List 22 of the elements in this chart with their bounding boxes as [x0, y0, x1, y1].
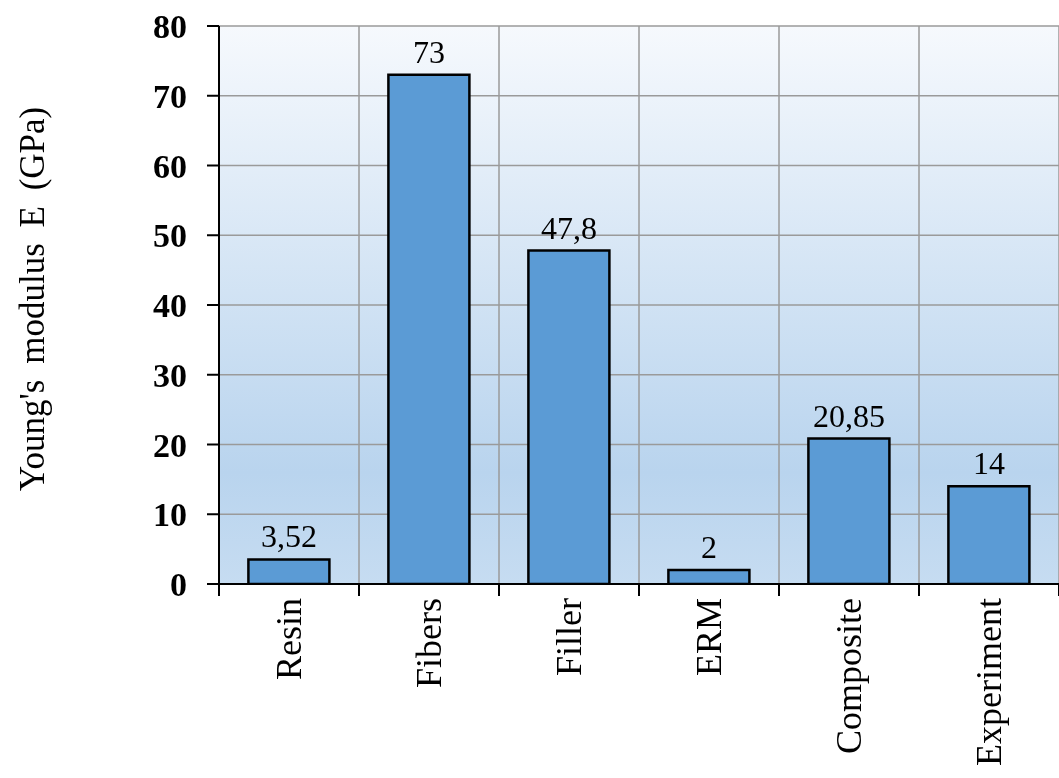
- y-tick-label: 70: [153, 77, 187, 115]
- y-tick-label: 30: [153, 356, 187, 394]
- data-label: 20,85: [812, 397, 885, 434]
- y-tick-label: 50: [153, 217, 187, 255]
- data-label: 3,52: [260, 518, 317, 555]
- data-label: 73: [412, 33, 445, 70]
- y-tick-label: 60: [153, 147, 187, 185]
- y-tick-label: 0: [170, 566, 187, 604]
- y-axis-title: Young's modulus E (GPa): [12, 106, 52, 492]
- y-tick-label: 80: [153, 8, 187, 46]
- x-tick-label: ERM: [689, 598, 729, 677]
- y-tick-label: 10: [153, 496, 187, 534]
- x-tick-label: Fibers: [409, 598, 449, 688]
- y-tick-label: 20: [153, 426, 187, 464]
- x-tick-label: Resin: [269, 598, 309, 681]
- y-tick-label: 40: [153, 287, 187, 325]
- x-tick-label: Filler: [549, 597, 589, 676]
- data-label: 2: [700, 529, 717, 566]
- data-label: 14: [972, 445, 1005, 482]
- x-tick-label: Experiment: [969, 598, 1009, 766]
- x-tick-label: Composite: [829, 598, 869, 755]
- data-label: 47,8: [540, 209, 597, 246]
